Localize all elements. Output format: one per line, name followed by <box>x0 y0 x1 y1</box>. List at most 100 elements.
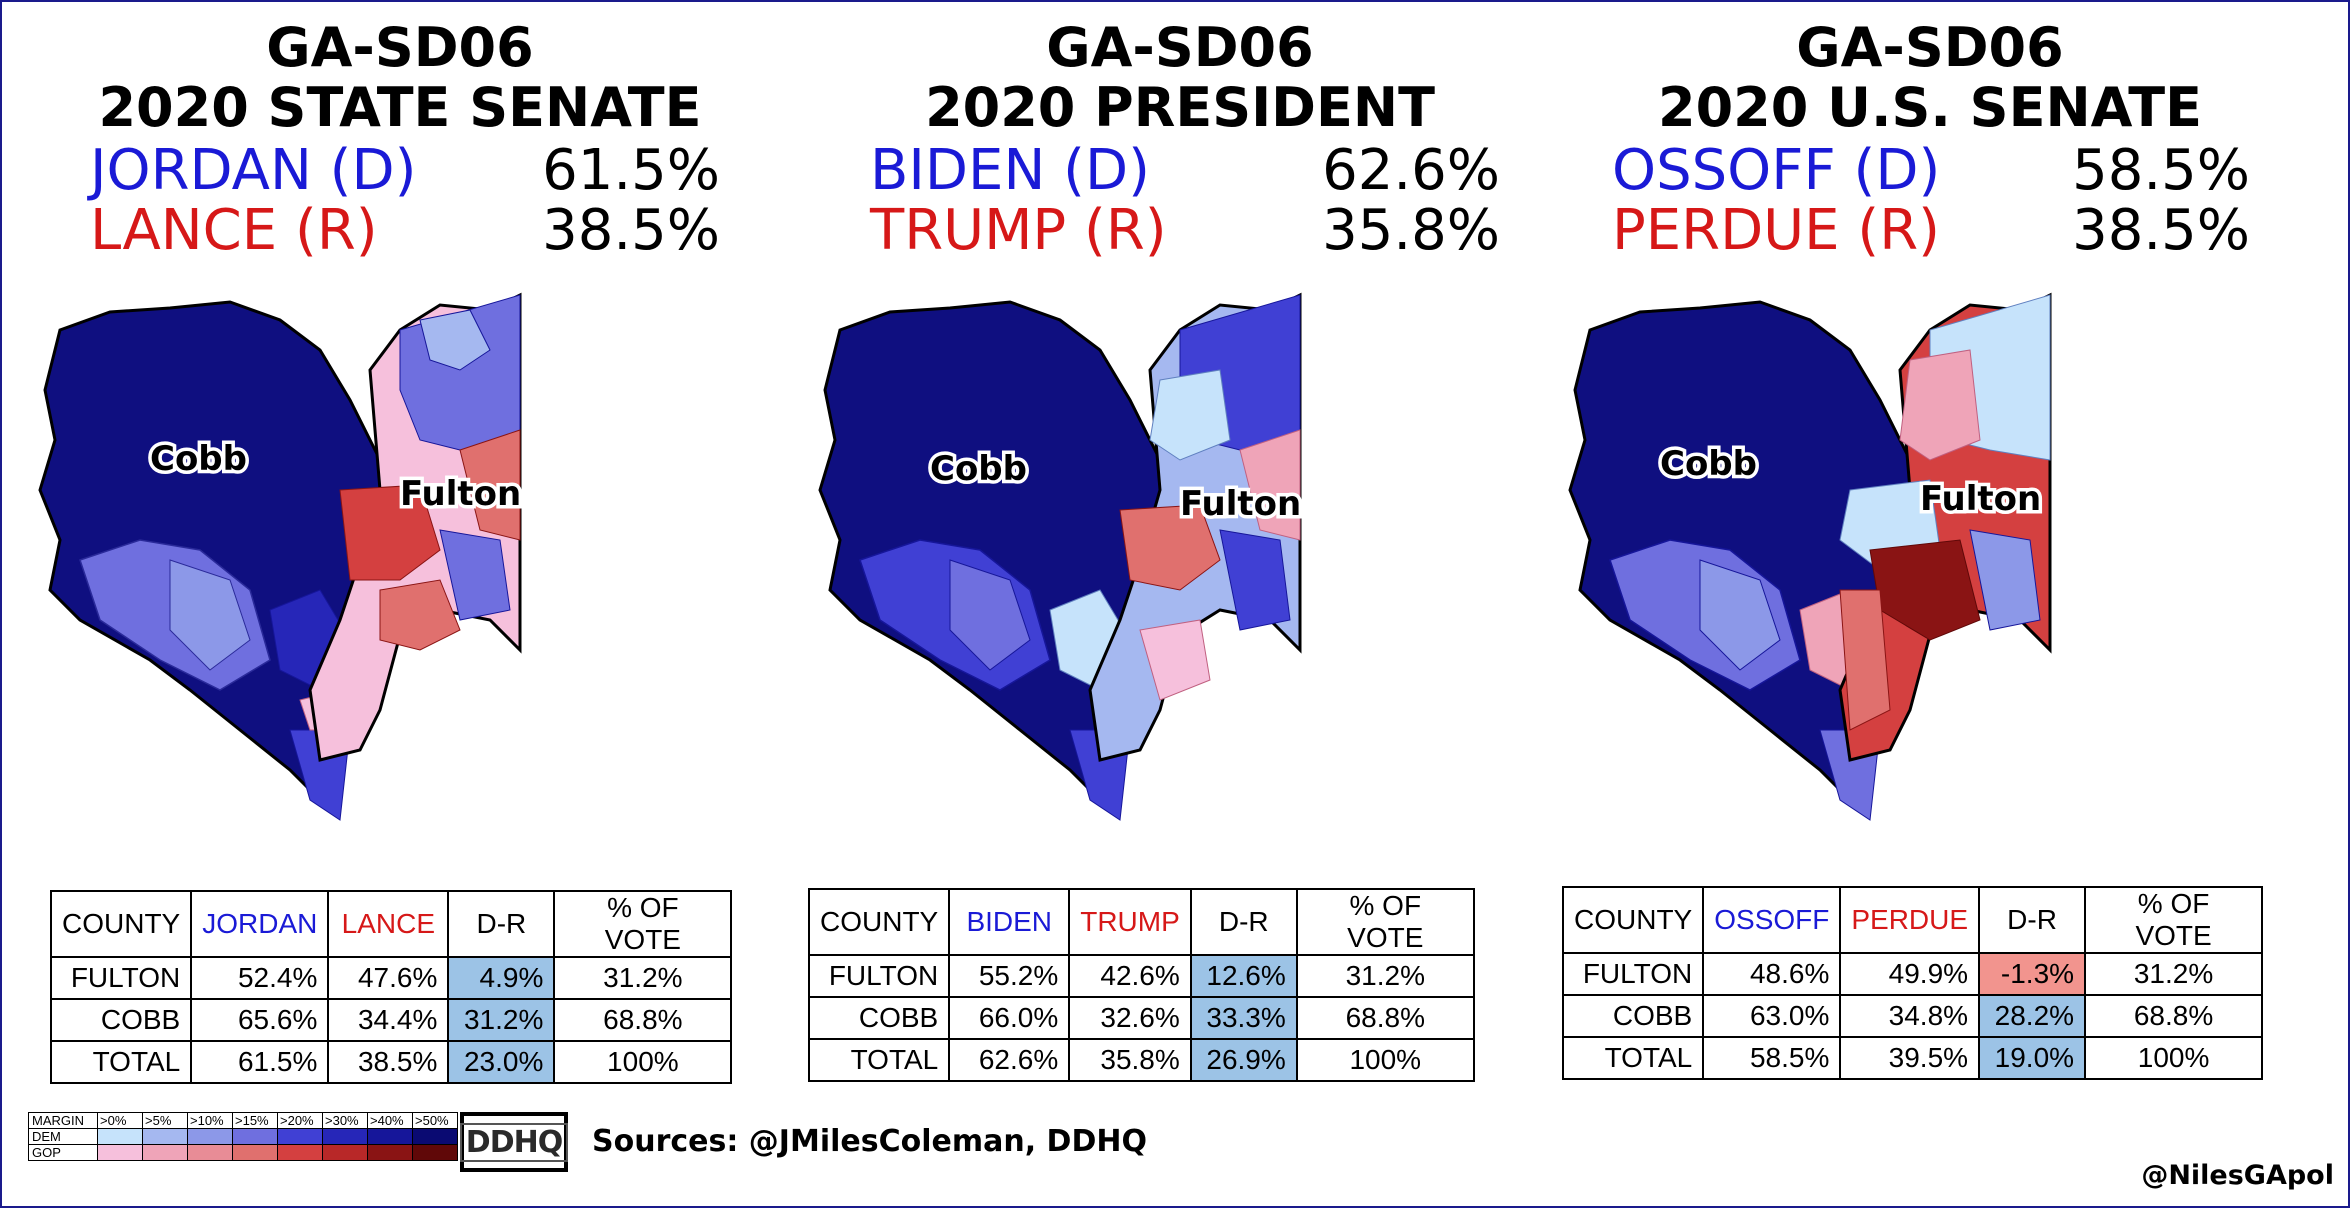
panel-title-race: 2020 STATE SENATE <box>98 76 702 139</box>
row-dem: 58.5% <box>1702 1036 1842 1080</box>
col-rep: LANCE <box>327 890 450 958</box>
dem-percent: 62.6% <box>1322 138 1500 203</box>
col-county: COUNTY <box>807 888 951 956</box>
row-margin: 23.0% <box>447 1040 556 1084</box>
row-margin: 33.3% <box>1189 996 1298 1040</box>
row-share: 68.8% <box>2084 994 2264 1038</box>
legend-dem-swatch <box>142 1128 188 1145</box>
legend-dem-swatch <box>322 1128 368 1145</box>
col-margin: D-R <box>1189 888 1298 956</box>
row-rep: 38.5% <box>327 1040 450 1084</box>
row-dem: 55.2% <box>948 954 1071 998</box>
fulton-county-shape <box>308 292 522 762</box>
col-dem: JORDAN <box>190 890 330 958</box>
results-table: COUNTY BIDEN TRUMP D-R % OF VOTE FULTON … <box>807 888 1475 1082</box>
panel-title-race: 2020 PRESIDENT <box>925 76 1435 139</box>
precinct-map: Cobb Fulton <box>1568 292 2052 821</box>
legend-gop-row: GOP <box>28 1144 458 1161</box>
legend-dem-swatch <box>187 1128 233 1145</box>
legend-gop-swatch <box>412 1144 458 1161</box>
row-dem: 63.0% <box>1702 994 1842 1038</box>
row-share: 31.2% <box>2084 952 2264 996</box>
row-rep: 32.6% <box>1068 996 1192 1040</box>
legend-threshold: >50% <box>412 1112 458 1129</box>
row-dem: 62.6% <box>948 1038 1071 1082</box>
legend-threshold: >15% <box>232 1112 278 1129</box>
table-row: COBB 65.6% 34.4% 31.2% 68.8% <box>49 998 733 1042</box>
row-share: 68.8% <box>553 998 733 1042</box>
legend-threshold: >5% <box>142 1112 188 1129</box>
row-county: COBB <box>49 998 193 1042</box>
table-header-row: COUNTY BIDEN TRUMP D-R % OF VOTE <box>807 888 1475 956</box>
row-county: TOTAL <box>1561 1036 1705 1080</box>
panel-title-race: 2020 U.S. SENATE <box>1658 76 2202 139</box>
col-margin: D-R <box>447 890 556 958</box>
legend-gop-swatch <box>232 1144 278 1161</box>
rep-candidate: TRUMP (R) <box>870 198 1167 263</box>
row-share: 31.2% <box>553 956 733 1000</box>
row-margin: -1.3% <box>1978 952 2087 996</box>
legend-gop-swatch <box>277 1144 323 1161</box>
row-dem: 61.5% <box>190 1040 330 1084</box>
rep-percent: 38.5% <box>542 198 720 263</box>
row-rep: 49.9% <box>1839 952 1981 996</box>
panel-state-senate: GA-SD06 2020 STATE SENATE JORDAN (D) 61.… <box>20 0 780 1084</box>
county-label-cobb: Cobb <box>1660 444 1757 484</box>
rep-candidate: LANCE (R) <box>90 198 378 263</box>
ddhq-logo-text: DDHQ <box>459 1122 569 1162</box>
rep-candidate: PERDUE (R) <box>1612 198 1940 263</box>
dem-candidate: BIDEN (D) <box>870 138 1150 203</box>
panel-title-district: GA-SD06 <box>1796 16 2064 79</box>
legend-gop-swatch <box>367 1144 413 1161</box>
row-share: 31.2% <box>1295 954 1475 998</box>
table-row: COBB 66.0% 32.6% 33.3% 68.8% <box>807 996 1475 1040</box>
county-label-fulton: Fulton <box>400 474 521 514</box>
legend-gop-swatch <box>142 1144 188 1161</box>
row-rep: 47.6% <box>327 956 450 1000</box>
fulton-county-shape <box>1838 292 2052 762</box>
legend-threshold: >40% <box>367 1112 413 1129</box>
legend-threshold: >10% <box>187 1112 233 1129</box>
row-county: COBB <box>1561 994 1705 1038</box>
legend-gop-swatch <box>97 1144 143 1161</box>
table-row: TOTAL 61.5% 38.5% 23.0% 100% <box>49 1040 733 1084</box>
legend-gop-label: GOP <box>28 1144 98 1161</box>
row-share: 68.8% <box>1295 996 1475 1040</box>
county-label-fulton: Fulton <box>1920 479 2041 519</box>
row-county: TOTAL <box>807 1038 951 1082</box>
col-county: COUNTY <box>1561 886 1705 954</box>
col-rep: TRUMP <box>1068 888 1192 956</box>
legend-header-row: MARGIN >0% >5% >10% >15% >20% >30% >40% … <box>28 1112 458 1129</box>
col-rep: PERDUE <box>1839 886 1981 954</box>
row-margin: 28.2% <box>1978 994 2087 1038</box>
panel-title-district: GA-SD06 <box>1046 16 1314 79</box>
precinct-map: Cobb Fulton <box>38 292 525 821</box>
row-share: 100% <box>553 1040 733 1084</box>
panel-title-district: GA-SD06 <box>266 16 534 79</box>
table-row: FULTON 52.4% 47.6% 4.9% 31.2% <box>49 956 733 1000</box>
panel-us-senate: GA-SD06 2020 U.S. SENATE OSSOFF (D) 58.5… <box>1550 0 2310 1080</box>
results-table: COUNTY OSSOFF PERDUE D-R % OF VOTE FULTO… <box>1561 886 2264 1080</box>
row-dem: 48.6% <box>1702 952 1842 996</box>
table-row: TOTAL 62.6% 35.8% 26.9% 100% <box>807 1038 1475 1082</box>
col-vote-share: % OF VOTE <box>1295 888 1475 956</box>
col-dem: OSSOFF <box>1702 886 1842 954</box>
row-margin: 19.0% <box>1978 1036 2087 1080</box>
col-county: COUNTY <box>49 890 193 958</box>
results-table: COUNTY JORDAN LANCE D-R % OF VOTE FULTON… <box>49 890 733 1084</box>
row-county: COBB <box>807 996 951 1040</box>
table-row: COBB 63.0% 34.8% 28.2% 68.8% <box>1561 994 2264 1038</box>
row-county: FULTON <box>1561 952 1705 996</box>
county-label-cobb: Cobb <box>930 449 1027 489</box>
dem-percent: 58.5% <box>2072 138 2250 203</box>
county-label-fulton: Fulton <box>1180 484 1301 524</box>
dem-candidate: JORDAN (D) <box>90 138 417 203</box>
row-rep: 34.8% <box>1839 994 1981 1038</box>
legend-dem-swatch <box>97 1128 143 1145</box>
rep-percent: 38.5% <box>2072 198 2250 263</box>
row-rep: 42.6% <box>1068 954 1192 998</box>
panel-president: GA-SD06 2020 PRESIDENT BIDEN (D) 62.6% T… <box>800 0 1560 1082</box>
precinct-map: Cobb Fulton <box>818 292 1305 821</box>
table-row: TOTAL 58.5% 39.5% 19.0% 100% <box>1561 1036 2264 1080</box>
ddhq-logo: DDHQ <box>459 1112 569 1172</box>
